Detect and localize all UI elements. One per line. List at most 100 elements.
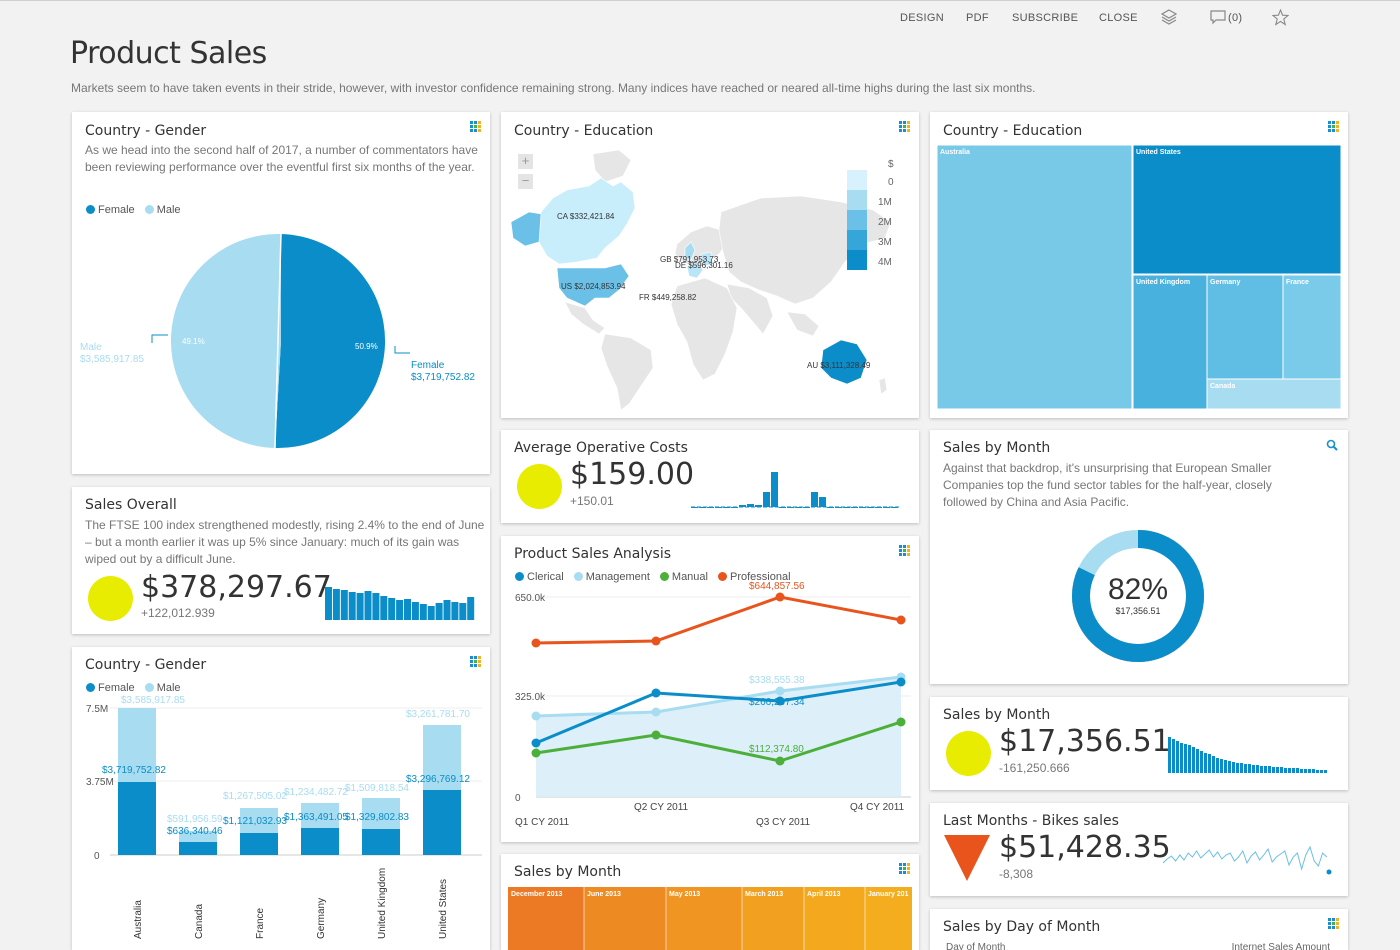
legend: Clerical Management Manual Professional <box>515 571 791 583</box>
map-label-fr: FR $449,258.82 <box>639 293 697 302</box>
bar-male[interactable] <box>423 725 461 790</box>
grid-icon[interactable] <box>899 121 910 132</box>
region-united-kingdom[interactable] <box>684 241 696 261</box>
grid-icon[interactable] <box>899 863 910 874</box>
region-united-states[interactable] <box>556 263 630 307</box>
treemap-tile[interactable] <box>1132 144 1342 275</box>
svg-text:3M: 3M <box>878 237 892 248</box>
subscribe-button[interactable]: SUBSCRIBE <box>1012 12 1079 24</box>
sales-month-heat-card: Sales by Month December 2013 June 2013 M… <box>501 854 919 950</box>
grid-icon[interactable] <box>470 656 481 667</box>
spark-bar <box>1188 745 1191 773</box>
zoom-out-button[interactable]: − <box>518 174 533 189</box>
region-australia[interactable] <box>820 339 868 385</box>
legend-male[interactable]: Male <box>144 682 181 694</box>
donut-value[interactable] <box>1072 530 1204 662</box>
bar-female[interactable] <box>179 842 217 855</box>
comment-icon[interactable] <box>1210 9 1226 30</box>
bar-female[interactable] <box>362 829 400 855</box>
female-callout-label: Female <box>411 360 445 371</box>
search-icon[interactable] <box>1326 439 1338 451</box>
spark-bar <box>1300 769 1303 773</box>
legend-female[interactable]: Female <box>86 682 135 694</box>
comment-count[interactable]: (0) <box>1228 12 1243 24</box>
column-header[interactable]: Day of Month <box>946 942 1006 950</box>
spark-bar <box>1236 763 1239 773</box>
bar-female[interactable] <box>301 828 339 855</box>
bar-male[interactable] <box>301 803 339 828</box>
treemap-tile[interactable] <box>1282 274 1342 380</box>
region-canada[interactable] <box>538 177 636 265</box>
region-germany[interactable] <box>700 251 714 267</box>
heatmap-cell[interactable] <box>742 887 804 950</box>
bar-male[interactable] <box>362 798 400 829</box>
treemap-tile[interactable] <box>936 144 1133 410</box>
manual-data-label: $112,374.80 <box>749 744 804 755</box>
page-title: Product Sales <box>70 36 267 71</box>
legend-clerical[interactable]: Clerical <box>515 571 564 583</box>
line-chart: 650.0k 325.0k 0 $644,857.56 $338,555.38 … <box>515 581 911 828</box>
legend-female[interactable]: Female <box>86 204 135 216</box>
card-title: Last Months - Bikes sales <box>943 813 1119 829</box>
spark-bar <box>1280 767 1283 773</box>
region-france[interactable] <box>686 261 704 279</box>
legend-manual[interactable]: Manual <box>659 571 708 583</box>
spark-bar <box>755 505 762 507</box>
bar-female[interactable] <box>118 782 156 855</box>
card-title: Sales by Day of Month <box>943 919 1101 935</box>
sales-month-kpi-card: Sales by Month $17,356.51 -161,250.666 <box>930 697 1348 790</box>
heatmap-cell[interactable] <box>865 887 912 950</box>
treemap-card: Country - Education Australia United Sta… <box>930 112 1348 418</box>
donut-chart: 82% $17,356.51 <box>1072 530 1204 662</box>
svg-text:3.75M: 3.75M <box>86 777 114 788</box>
heatmap-cell[interactable] <box>804 887 865 950</box>
pie-slice-female[interactable] <box>275 234 386 449</box>
legend-professional[interactable]: Professional <box>717 571 791 583</box>
heatmap-cell[interactable] <box>666 887 742 950</box>
treemap-tile[interactable] <box>1206 274 1284 380</box>
design-button[interactable]: DESIGN <box>900 12 944 24</box>
zoom-in-button[interactable]: + <box>518 154 533 169</box>
heatmap-cell[interactable] <box>584 887 666 950</box>
pdf-button[interactable]: PDF <box>966 12 989 24</box>
treemap-tile[interactable] <box>1206 378 1342 410</box>
bar-male[interactable] <box>179 831 217 842</box>
bar-male[interactable] <box>240 808 278 833</box>
spark-bar <box>1196 749 1199 773</box>
region-alaska[interactable] <box>510 211 542 247</box>
series-professional[interactable] <box>535 595 902 645</box>
spark-bar <box>1212 756 1215 773</box>
spark-bar <box>459 603 467 620</box>
grid-icon[interactable] <box>1328 918 1339 929</box>
series-manual[interactable] <box>535 720 902 763</box>
management-data-label: $338,555.38 <box>749 675 805 686</box>
bar-female[interactable] <box>423 790 461 855</box>
star-icon[interactable] <box>1271 8 1290 31</box>
svg-text:Canada: Canada <box>194 904 205 939</box>
series-management[interactable] <box>535 675 902 718</box>
svg-text:$3,261,781.70: $3,261,781.70 <box>406 709 470 720</box>
svg-text:1M: 1M <box>878 197 892 208</box>
series-clerical[interactable] <box>535 680 902 745</box>
pie-slice-male[interactable] <box>170 233 281 448</box>
bar-male[interactable] <box>118 708 156 782</box>
heatmap-cell[interactable] <box>508 887 584 950</box>
svg-text:$3,719,752.82: $3,719,752.82 <box>102 765 166 776</box>
grid-icon[interactable] <box>470 121 481 132</box>
grid-icon[interactable] <box>1328 121 1339 132</box>
svg-text:United Kingdom: United Kingdom <box>377 868 388 939</box>
map-label-au: AU $3,111,328.49 <box>807 361 871 370</box>
legend-male[interactable]: Male <box>144 204 181 216</box>
svg-text:Australia: Australia <box>133 900 144 939</box>
layers-icon[interactable] <box>1160 9 1178 30</box>
treemap-tile[interactable] <box>1132 274 1208 410</box>
spark-bar <box>1252 765 1255 773</box>
svg-text:$636,340.46: $636,340.46 <box>167 826 223 837</box>
spark-bar <box>1240 763 1243 773</box>
column-header[interactable]: Internet Sales Amount <box>1231 942 1330 950</box>
bar-female[interactable] <box>240 833 278 855</box>
card-title: Average Operative Costs <box>514 440 688 456</box>
legend-management[interactable]: Management <box>573 571 650 583</box>
close-button[interactable]: CLOSE <box>1099 12 1138 24</box>
grid-icon[interactable] <box>899 545 910 556</box>
